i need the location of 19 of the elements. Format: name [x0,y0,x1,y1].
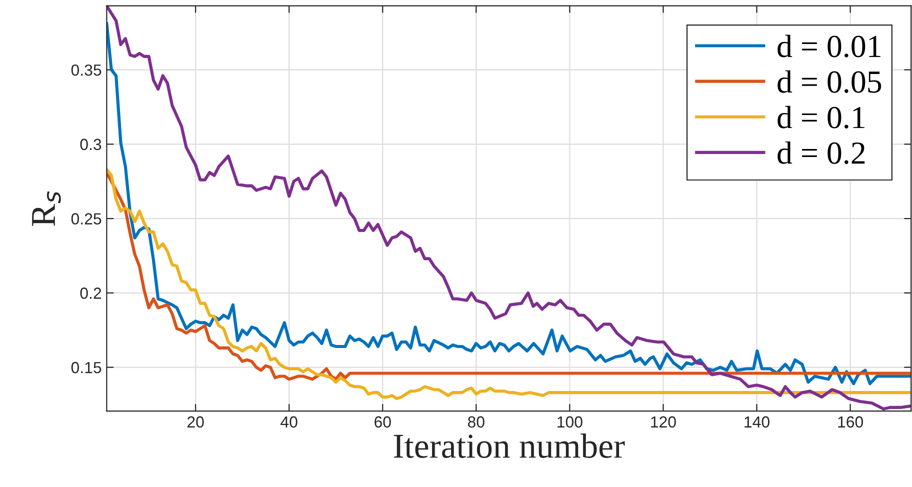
x-tick-label: 40 [280,416,298,428]
y-tick-label: 0.25 [71,213,102,224]
x-tick-label: 60 [374,416,391,428]
legend-label: d = 0.01 [778,34,880,58]
x-tick-label: 100 [558,416,582,428]
x-tick-label: 140 [744,416,770,428]
y-tick-label: 0.15 [71,362,102,374]
x-tick-label: 80 [468,416,484,428]
legend-label: d = 0.05 [778,70,882,93]
y-tick-label: 0.2 [80,288,102,299]
x-tick-label: 120 [651,416,676,428]
y-tick-label: 0.35 [71,64,102,76]
x-tick-label: 160 [838,416,863,428]
x-axis-title: Iteration number [394,434,625,458]
y-tick-label: 0.3 [80,138,102,150]
y-axis-title: R$_{s}$ [32,191,61,226]
x-tick-label: 20 [187,416,204,428]
legend-label: d = 0.1 [778,106,864,129]
legend-label: d = 0.2 [778,141,865,164]
